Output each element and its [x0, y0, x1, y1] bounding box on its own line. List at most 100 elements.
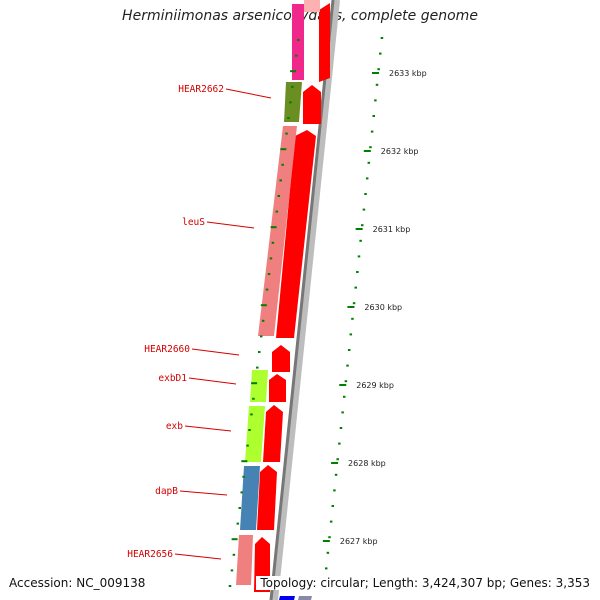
minor-tick — [265, 288, 269, 291]
gene-block-lime — [250, 370, 268, 402]
minor-tick — [374, 99, 377, 102]
minor-tick — [256, 366, 259, 369]
minor-tick — [258, 351, 261, 353]
gene-block-grey — [298, 596, 312, 600]
minor-tick — [277, 195, 280, 197]
gene-arrow — [272, 345, 290, 372]
minor-tick — [324, 567, 328, 570]
kbp-label: 2628 kbp — [348, 459, 386, 468]
minor-tick — [260, 304, 267, 307]
minor-tick — [361, 224, 364, 227]
backbone — [269, 0, 335, 600]
gene-label: HEAR2660 — [144, 344, 190, 355]
gene-label: exb — [166, 421, 183, 432]
genome-summary-text: Topology: circular; Length: 3,424,307 bp… — [256, 576, 590, 590]
minor-tick — [367, 161, 371, 164]
kbp-label: 2629 kbp — [356, 381, 394, 390]
minor-tick — [295, 54, 298, 57]
kbp-label: 2627 kbp — [340, 537, 378, 546]
minor-tick — [359, 239, 362, 242]
label-leader-line — [174, 553, 222, 560]
gene-arrow — [257, 465, 277, 530]
gene-arrow — [263, 405, 283, 462]
gene-label: leuS — [182, 217, 205, 228]
gene-block-lime — [245, 406, 265, 462]
minor-tick — [279, 179, 282, 182]
minor-tick — [357, 255, 361, 258]
minor-tick — [377, 68, 380, 71]
gene-label: HEAR2656 — [127, 549, 173, 560]
minor-tick — [339, 427, 343, 429]
minor-tick — [343, 395, 346, 398]
gene-label: HEAR2662 — [178, 84, 224, 95]
minor-tick — [326, 551, 330, 554]
minor-tick — [380, 37, 384, 39]
minor-tick — [338, 442, 341, 445]
minor-tick — [333, 489, 336, 492]
gene-labels: HEAR2662 leuS HEAR2660 exbD1 exb dapB HEAR2656 — [127, 84, 272, 560]
minor-tick — [250, 413, 253, 416]
gene-block-light-red — [304, 0, 320, 12]
minor-tick — [228, 585, 232, 587]
label-leader-line — [191, 348, 240, 356]
minor-tick — [379, 52, 382, 55]
minor-tick — [241, 460, 248, 463]
gene-arrow — [319, 3, 330, 82]
minor-tick — [230, 569, 234, 572]
minor-tick — [346, 364, 349, 367]
minor-tick — [344, 380, 348, 383]
forward-strand-genes — [254, 3, 330, 592]
kbp-label: 2630 kbp — [364, 303, 402, 312]
minor-tick — [236, 522, 240, 525]
gene-block-blue — [279, 596, 295, 600]
minor-tick — [369, 146, 372, 149]
gene-block-olive — [284, 82, 302, 122]
gene-block-salmon — [258, 126, 297, 336]
minor-tick — [231, 538, 238, 541]
minor-tick — [375, 83, 379, 86]
gene-arrow — [276, 130, 316, 338]
minor-tick — [351, 317, 354, 320]
minor-tick — [259, 335, 263, 338]
minor-tick — [261, 319, 265, 322]
label-leader-line — [206, 221, 255, 229]
minor-tick — [271, 241, 275, 244]
minor-tick — [347, 349, 351, 351]
minor-tick — [232, 553, 236, 556]
kbp-label: 2633 kbp — [389, 69, 427, 78]
minor-tick — [290, 70, 297, 73]
minor-tick — [336, 458, 339, 461]
minor-tick — [246, 444, 249, 447]
gene-block-salmon — [236, 535, 253, 585]
label-leader-line — [184, 425, 232, 432]
kbp-label: 2631 kbp — [373, 225, 411, 234]
minor-tick — [248, 429, 251, 431]
gene-label: exbD1 — [158, 373, 187, 384]
minor-tick — [238, 507, 241, 509]
minor-tick — [291, 85, 294, 88]
gene-arrow — [303, 85, 321, 124]
minor-tick — [356, 271, 359, 273]
minor-tick — [352, 302, 356, 305]
accession-text: Accession: NC_009138 — [9, 576, 146, 590]
minor-tick — [285, 132, 288, 135]
gene-label: dapB — [155, 486, 178, 497]
minor-tick — [329, 520, 333, 523]
minor-tick-marks-left — [228, 39, 300, 587]
reverse-strand-genes — [236, 4, 312, 600]
minor-tick — [267, 273, 271, 275]
label-leader-line — [188, 377, 237, 385]
minor-tick — [242, 475, 245, 478]
minor-tick — [289, 101, 292, 104]
minor-tick — [341, 411, 344, 414]
minor-tick — [364, 193, 367, 195]
minor-tick — [281, 163, 284, 166]
label-leader-line — [179, 490, 228, 496]
minor-tick — [287, 117, 290, 119]
kbp-label: 2632 kbp — [381, 147, 419, 156]
minor-tick — [370, 130, 374, 133]
minor-tick — [275, 210, 279, 213]
backbone-shadow — [272, 0, 340, 600]
gene-arrow — [269, 374, 286, 402]
